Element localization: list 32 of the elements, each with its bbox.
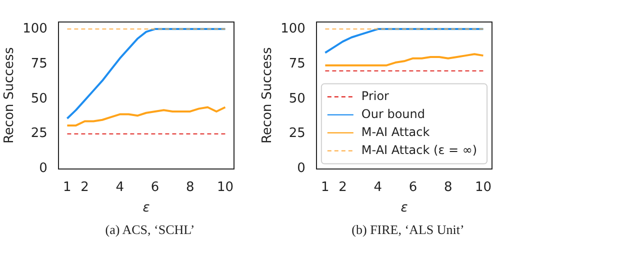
y-tick-label: 100 (22, 21, 48, 36)
x-tick-label: 8 (186, 180, 194, 195)
x-tick-label: 6 (150, 180, 160, 195)
x-tick-label: 6 (408, 180, 418, 195)
x-tick-label: 10 (474, 180, 492, 195)
y-tick-label: 0 (39, 161, 48, 176)
text: (a) ACS, ‘SCHL’ (104, 222, 196, 238)
x-axis-title: ε (142, 200, 150, 216)
x-tick-label: 10 (216, 180, 234, 195)
x-axis-title: ε (400, 200, 408, 216)
legend-label: M-AI Attack (ε = ∞) (361, 142, 478, 157)
text: (b) FIRE, ‘ALS Unit’ (350, 222, 466, 238)
x-tick-label: 1 (63, 180, 72, 195)
y-tick-label: 75 (288, 56, 306, 72)
y-tick-label: 25 (30, 126, 48, 142)
legend-label: Our bound (361, 106, 426, 121)
x-tick-label: 2 (80, 180, 89, 195)
x-tick-label: 4 (374, 180, 382, 195)
y-axis-title: Recon Success (260, 47, 276, 144)
x-tick-label: 2 (338, 180, 347, 195)
y-tick-label: 25 (288, 126, 306, 142)
y-tick-label: 50 (30, 91, 48, 106)
x-tick-label: 8 (444, 180, 452, 195)
y-tick-label: 75 (30, 56, 48, 72)
y-tick-label: 50 (288, 91, 306, 106)
x-tick-label: 4 (116, 180, 124, 195)
y-tick-label: 100 (280, 21, 306, 36)
legend-label: M-AI Attack (361, 124, 430, 139)
x-tick-label: 1 (321, 180, 330, 195)
y-tick-label: 0 (297, 161, 306, 176)
y-axis-title: Recon Success (2, 47, 18, 144)
legend-label: Prior (361, 88, 390, 103)
